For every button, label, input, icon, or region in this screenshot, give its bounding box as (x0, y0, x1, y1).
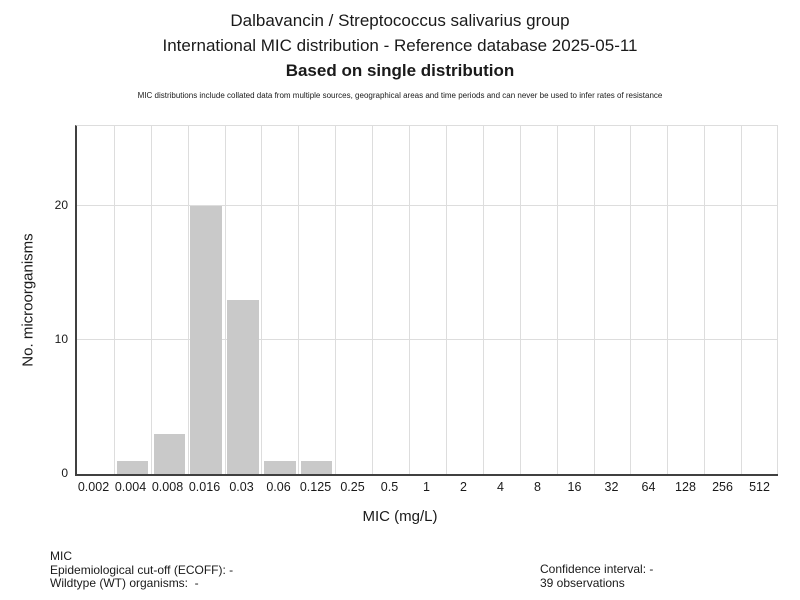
x-axis-tick-labels: 0.002 0.004 0.008 0.016 0.03 0.06 0.125 0.25 0.5… (75, 479, 778, 495)
bar (153, 433, 185, 474)
x-axis-title: MIC (mg/L) (362, 508, 438, 525)
gridline-vertical (298, 126, 300, 474)
gridline-vertical (113, 126, 115, 474)
plot-area (75, 125, 778, 476)
x-tick-label: 0.03 (229, 480, 254, 494)
chart-title-line3: Based on single distribution (285, 61, 515, 80)
gridline-vertical (777, 126, 778, 474)
gridline-vertical (704, 126, 706, 474)
gridline-vertical (482, 126, 484, 474)
gridline-vertical (519, 126, 521, 474)
x-tick-label: 512 (749, 480, 770, 494)
gridline-vertical (187, 126, 189, 474)
gridline-vertical (445, 126, 447, 474)
bar (264, 460, 296, 474)
gridline-vertical (150, 126, 152, 474)
gridline-vertical (372, 126, 374, 474)
chart-title-line2: International MIC distribution - Referen… (162, 36, 638, 55)
x-tick-label: 0.016 (188, 480, 221, 494)
x-tick-label: 32 (604, 480, 619, 494)
gridline-vertical (741, 126, 743, 474)
gridline-vertical (261, 126, 263, 474)
gridline-vertical (556, 126, 558, 474)
x-tick-label: 4 (497, 480, 504, 494)
chart-disclaimer: MIC distributions include collated data … (137, 91, 663, 100)
footer-line-mic: MIC (50, 549, 72, 563)
x-tick-label: 0.008 (151, 480, 184, 494)
bar (227, 300, 259, 474)
chart-header: Dalbavancin / Streptococcus salivarius g… (0, 8, 800, 101)
bar (116, 460, 149, 474)
gridline-horizontal (77, 205, 778, 207)
gridline-horizontal (77, 339, 778, 341)
x-tick-label: 64 (641, 480, 656, 494)
gridline-vertical (667, 126, 669, 474)
y-tick-label: 10 (54, 332, 68, 347)
x-tick-label: 16 (567, 480, 582, 494)
x-tick-label: 0.125 (299, 480, 332, 494)
y-tick-label: 20 (54, 198, 68, 213)
x-tick-label: 8 (534, 480, 541, 494)
x-tick-label: 0.5 (380, 480, 399, 494)
bar (190, 206, 222, 474)
x-tick-label: 256 (712, 480, 733, 494)
x-tick-label: 0.002 (77, 480, 110, 494)
y-axis-tick-labels: 0 10 20 (0, 125, 68, 480)
bar (301, 460, 333, 474)
footer-line-wildtype: Wildtype (WT) organisms: - (50, 576, 199, 590)
x-tick-label: 128 (675, 480, 696, 494)
gridline-vertical (593, 126, 595, 474)
chart-title-line1: Dalbavancin / Streptococcus salivarius g… (230, 11, 570, 30)
x-tick-label: 0.06 (266, 480, 291, 494)
gridline-vertical (630, 126, 632, 474)
gridline-vertical (409, 126, 411, 474)
footer-mic-info: MIC Epidemiological cut-off (ECOFF): - W… (50, 549, 234, 591)
x-tick-label: 0.004 (114, 480, 147, 494)
y-tick-label: 0 (61, 466, 68, 480)
footer-line-confidence: Confidence interval: - (540, 562, 654, 576)
gridline-vertical (335, 126, 337, 474)
gridline-vertical (224, 126, 226, 474)
x-tick-label: 1 (423, 480, 430, 494)
x-tick-label: 2 (460, 480, 467, 494)
footer-line-observations: 39 observations (540, 575, 625, 590)
footer-line-ecoff: Epidemiological cut-off (ECOFF): - (50, 562, 234, 577)
x-tick-label: 0.25 (340, 480, 365, 494)
footer-confidence-info: Confidence interval: - 39 observations (540, 562, 654, 590)
